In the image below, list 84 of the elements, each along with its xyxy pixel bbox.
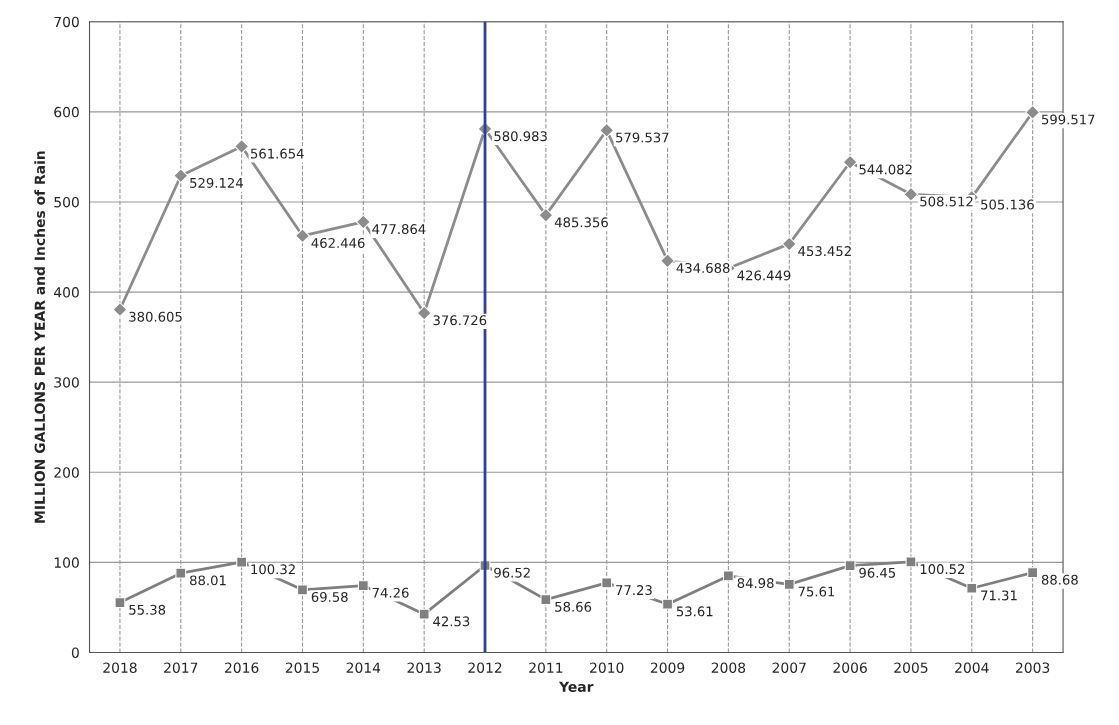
data-label: 376.726 [433,315,487,326]
data-label: 55.38 [129,604,166,615]
data-label: 100.32 [251,564,295,575]
y-tick-label: 500 [54,196,79,208]
point [1025,104,1041,120]
point [418,608,430,620]
point [355,214,371,230]
data-label: 544.082 [859,164,912,175]
y-tick-label: 0 [71,647,79,658]
point [966,582,978,594]
point [416,305,432,321]
point [357,580,369,591]
point [538,207,554,223]
data-label: 434.688 [676,263,730,273]
point [781,236,797,252]
x-tick-label: 2005 [894,662,928,673]
data-label: 84.98 [737,578,774,589]
data-label: 477.864 [372,224,426,235]
point [175,567,187,579]
x-tick-label: 2006 [833,662,867,673]
data-label: 77.23 [616,585,652,596]
point [540,594,552,606]
point [234,139,250,154]
data-label: 88.68 [1041,574,1078,585]
point [844,560,856,571]
point [903,186,919,202]
data-label: 462.446 [311,237,365,248]
data-label: 75.61 [798,586,835,597]
x-tick-label: 2015 [285,662,319,673]
data-label: 88.01 [190,575,226,586]
x-axis-title: Year [558,681,594,692]
data-label: 42.53 [433,616,470,627]
x-tick-label: 2012 [468,662,502,673]
data-label: 100.52 [920,564,965,575]
data-label: 580.983 [494,131,547,142]
y-axis-title: MILLION GALLONS PER YEAR and Inches of Rain [34,151,46,523]
x-tick-label: 2007 [772,662,806,673]
data-label: 485.356 [554,217,608,228]
data-label: 96.45 [859,567,896,578]
y-tick-label: 200 [54,467,79,478]
point [112,302,128,317]
y-tick-label: 400 [53,287,79,298]
data-label: 53.61 [676,606,713,617]
x-tick-label: 2013 [407,662,441,673]
point [723,570,734,582]
x-tick-label: 2017 [164,662,198,673]
point [662,598,673,610]
point [783,578,795,590]
x-tick-label: 2003 [1015,662,1050,673]
data-label: 71.31 [981,590,1017,601]
data-label: 96.52 [494,567,530,578]
data-label: 529.124 [190,177,243,188]
data-label: 599.517 [1041,114,1095,125]
data-label: 74.26 [372,587,409,598]
x-tick-label: 2016 [224,662,259,673]
data-label: 508.512 [920,196,973,207]
data-label: 69.58 [311,591,348,602]
x-tick-label: 2014 [346,662,381,673]
data-label: 505.136 [981,199,1034,210]
x-tick-label: 2018 [103,662,137,673]
data-label: 561.654 [250,148,304,159]
x-tick-label: 2011 [529,662,563,673]
point [295,228,310,244]
point [842,154,858,170]
x-tick-label: 2008 [711,662,746,673]
point [601,577,613,589]
y-tick-label: 100 [54,557,79,568]
data-label: 58.66 [555,601,592,612]
x-tick-label: 2009 [650,662,685,673]
y-tick-label: 600 [54,106,79,118]
data-label: 453.452 [798,246,851,257]
point [599,122,615,138]
y-tick-label: 700 [54,16,79,28]
point [297,584,308,596]
x-tick-label: 2004 [955,662,989,673]
point [236,556,248,568]
data-label: 426.449 [737,270,791,281]
point [173,168,189,184]
x-tick-label: 2010 [590,662,624,673]
data-label: 579.537 [616,132,669,143]
data-label: 380.605 [129,311,182,322]
y-tick-label: 300 [54,377,79,388]
point [114,597,126,608]
point [660,253,675,269]
